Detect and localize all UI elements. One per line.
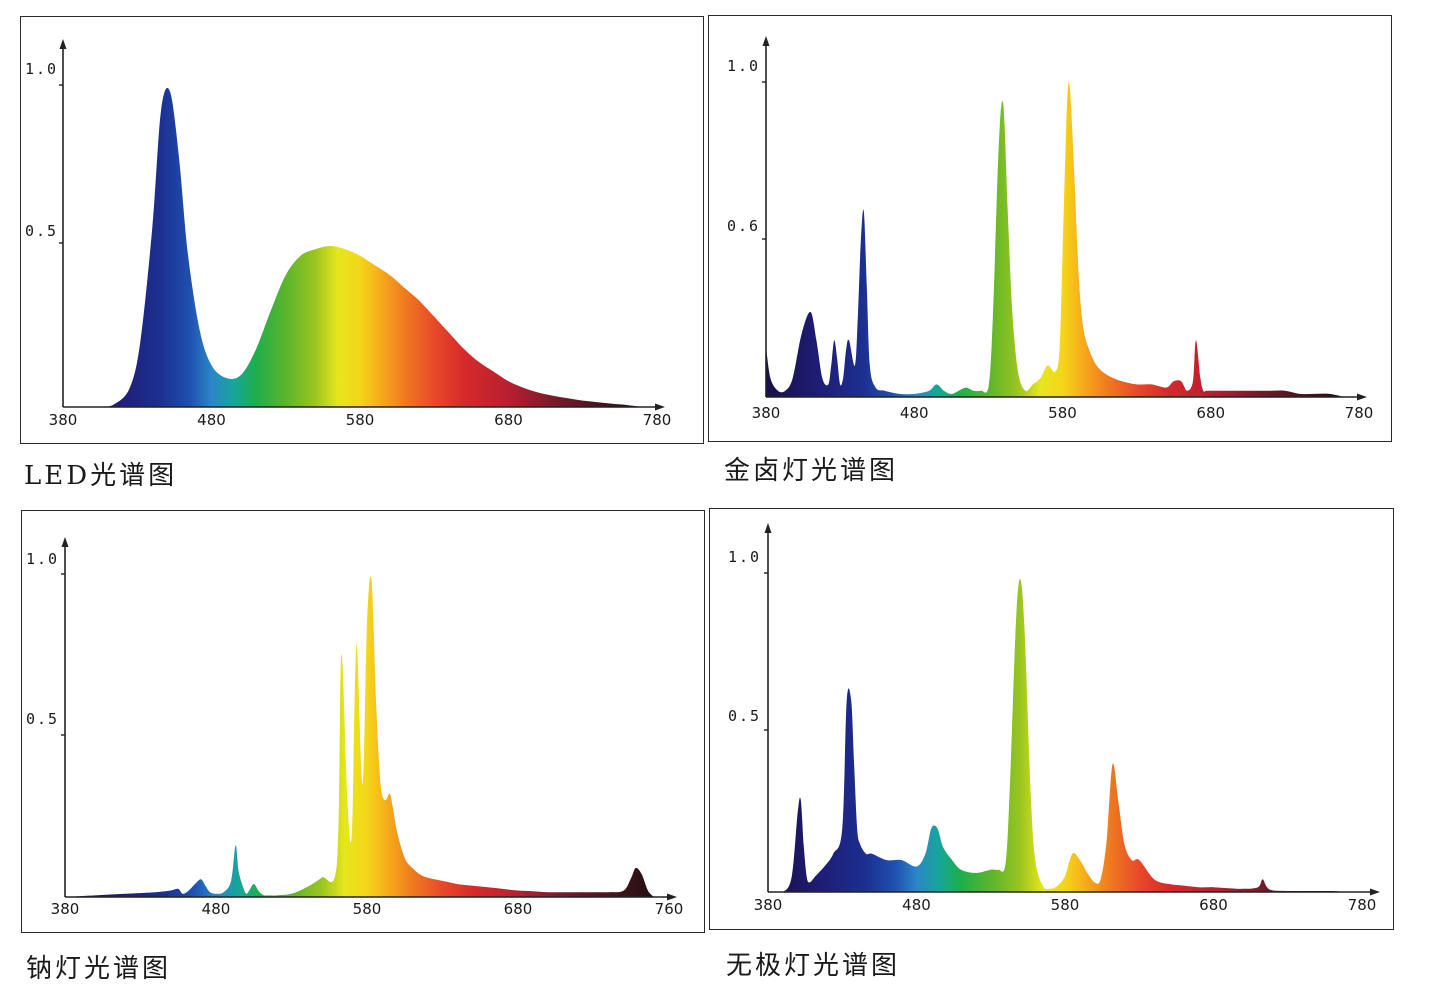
sodium-spectrum-chart: 1.0 0.5 380 480 580 680 760	[21, 510, 705, 933]
y-axis-arrow	[61, 537, 69, 547]
x-tick-label: 580	[1048, 404, 1077, 422]
x-tick-label: 780	[643, 411, 672, 429]
x-axis-arrow	[667, 893, 677, 901]
y-axis-arrow	[59, 39, 67, 49]
sodium-spectrum-svg: 1.0 0.5 380 480 580 680 760	[26, 537, 684, 918]
x-tick-label: 380	[752, 404, 781, 422]
x-tick-label: 580	[346, 411, 375, 429]
x-tick-label: 480	[902, 896, 931, 914]
metal-halide-spectrum-svg: 1.0 0.6 380 480 580 680 780	[727, 36, 1374, 422]
led-spectrum-chart: 1.0 0.5 380 480 580 680 780	[20, 16, 704, 444]
y-tick-label: 0.5	[728, 707, 761, 725]
led-spectrum-svg: 1.0 0.5 380 480 580 680 780	[25, 39, 672, 429]
x-tick-label: 780	[1348, 896, 1377, 914]
y-axis-arrow	[762, 36, 770, 46]
x-tick-label: 580	[1051, 896, 1080, 914]
x-tick-label: 680	[1199, 896, 1228, 914]
x-axis-arrow	[1370, 888, 1380, 896]
x-tick-label: 380	[754, 896, 783, 914]
y-tick-label: 0.5	[25, 222, 58, 240]
x-tick-label: 480	[197, 411, 226, 429]
y-tick-label: 1.0	[728, 548, 761, 566]
x-axis-arrow	[655, 403, 665, 411]
x-tick-label: 580	[353, 900, 382, 918]
spectrum-area	[63, 87, 643, 408]
x-tick-label: 760	[655, 900, 684, 918]
spectrum-area	[766, 81, 1345, 397]
x-tick-label: 680	[494, 411, 523, 429]
induction-spectrum-title: 无极灯光谱图	[726, 951, 901, 981]
metal-halide-spectrum-title: 金卤灯光谱图	[724, 456, 899, 486]
x-tick-label: 680	[504, 900, 533, 918]
y-tick-label: 0.5	[26, 710, 59, 728]
y-tick-label: 1.0	[25, 60, 58, 78]
metal-halide-spectrum-chart: 1.0 0.6 380 480 580 680 780	[708, 15, 1392, 442]
y-tick-label: 0.6	[727, 217, 760, 235]
spectrum-area	[768, 579, 1348, 892]
x-axis-arrow	[1357, 393, 1367, 401]
led-spectrum-title: LED光谱图	[24, 461, 178, 491]
induction-spectrum-svg: 1.0 0.5 380 480 580 680 780	[728, 523, 1380, 914]
x-tick-label: 480	[202, 900, 231, 918]
spectrum-area	[65, 576, 654, 897]
x-tick-label: 780	[1345, 404, 1374, 422]
y-axis-arrow	[764, 523, 772, 533]
x-tick-label: 380	[51, 900, 80, 918]
x-tick-label: 480	[900, 404, 929, 422]
induction-spectrum-chart: 1.0 0.5 380 480 580 680 780	[709, 508, 1394, 930]
x-tick-label: 380	[49, 411, 78, 429]
y-tick-label: 1.0	[727, 57, 760, 75]
x-tick-label: 680	[1196, 404, 1225, 422]
sodium-spectrum-title: 钠灯光谱图	[26, 954, 172, 984]
y-tick-label: 1.0	[26, 550, 59, 568]
